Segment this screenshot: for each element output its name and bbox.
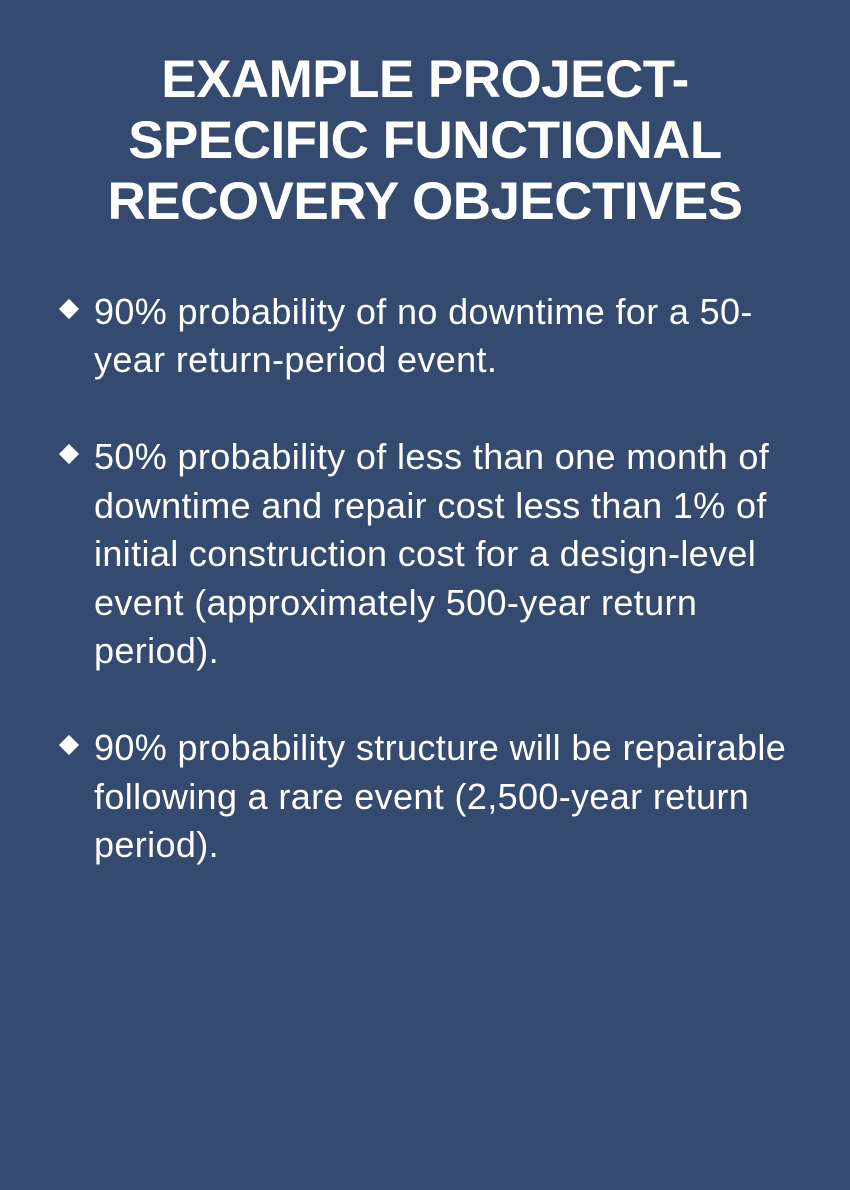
objectives-panel: EXAMPLE PROJECT-SPECIFIC FUNCTIONAL RECO… [0, 0, 850, 1190]
list-item: 50% probability of less than one month o… [58, 433, 792, 676]
bullet-text: 90% probability structure will be repair… [94, 724, 792, 870]
diamond-bullet-icon [58, 443, 80, 465]
bullet-text: 90% probability of no downtime for a 50-… [94, 288, 792, 385]
diamond-bullet-icon [58, 734, 80, 756]
list-item: 90% probability structure will be repair… [58, 724, 792, 870]
panel-title: EXAMPLE PROJECT-SPECIFIC FUNCTIONAL RECO… [58, 50, 792, 233]
list-item: 90% probability of no downtime for a 50-… [58, 288, 792, 385]
bullet-text: 50% probability of less than one month o… [94, 433, 792, 676]
diamond-bullet-icon [58, 298, 80, 320]
objectives-list: 90% probability of no downtime for a 50-… [58, 288, 792, 870]
